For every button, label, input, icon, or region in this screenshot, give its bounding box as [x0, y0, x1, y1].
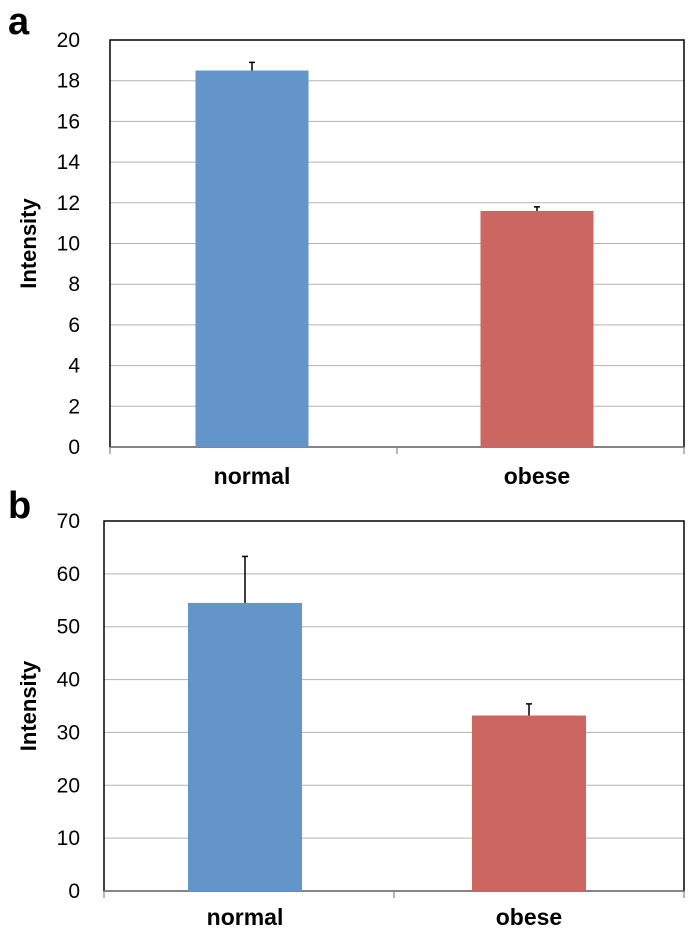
- y-tick-label: 6: [68, 314, 80, 337]
- y-axis-title: Intensity: [16, 660, 41, 751]
- y-tick-label: 0: [68, 436, 80, 459]
- category-label-normal: normal: [207, 904, 284, 930]
- panel-letter: a: [8, 1, 30, 43]
- category-label-obese: obese: [496, 904, 562, 930]
- bar-obese: [480, 210, 594, 447]
- y-tick-label: 60: [57, 563, 80, 586]
- y-tick-label: 18: [57, 70, 80, 93]
- y-tick-label: 0: [68, 880, 80, 903]
- y-tick-label: 2: [68, 395, 80, 418]
- y-tick-label: 20: [57, 774, 80, 797]
- y-tick-label: 10: [57, 827, 80, 850]
- panel-a: a 0 2 4 6 8 10 12 14 16 18 20 Intensity normal obese: [8, 1, 685, 489]
- y-tick-label: 30: [57, 721, 80, 744]
- y-tick-label: 4: [68, 355, 80, 378]
- bar-normal: [188, 602, 302, 891]
- y-tick-label: 8: [68, 273, 80, 296]
- y-tick-label: 70: [57, 510, 80, 533]
- panel-b: b 0 10 20 30 40 50 60 70 Intensity normal obese: [8, 485, 685, 930]
- bar-normal: [195, 70, 309, 448]
- y-tick-label: 20: [57, 29, 80, 52]
- y-tick-label: 10: [57, 233, 80, 256]
- panel-letter: b: [8, 485, 31, 527]
- y-tick-label: 16: [57, 110, 80, 133]
- y-tick-label: 50: [57, 616, 80, 639]
- y-tick-label: 12: [57, 192, 80, 215]
- category-label-obese: obese: [504, 463, 570, 489]
- y-tick-label: 14: [57, 151, 81, 174]
- y-tick-label: 40: [57, 669, 80, 692]
- category-label-normal: normal: [214, 463, 291, 489]
- bar-obese: [472, 715, 586, 891]
- y-axis-title: Intensity: [16, 198, 41, 289]
